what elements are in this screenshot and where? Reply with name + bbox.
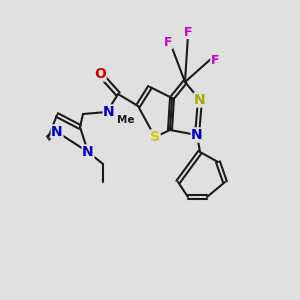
Text: F: F — [184, 26, 192, 38]
Text: O: O — [94, 67, 106, 81]
Text: N: N — [82, 145, 94, 159]
Text: F: F — [211, 53, 219, 67]
Text: S: S — [150, 130, 160, 144]
Text: N: N — [51, 125, 63, 139]
Text: N: N — [191, 128, 203, 142]
Text: N: N — [194, 93, 206, 107]
Text: F: F — [164, 35, 172, 49]
Text: Me: Me — [117, 115, 134, 125]
Text: N: N — [103, 105, 115, 119]
